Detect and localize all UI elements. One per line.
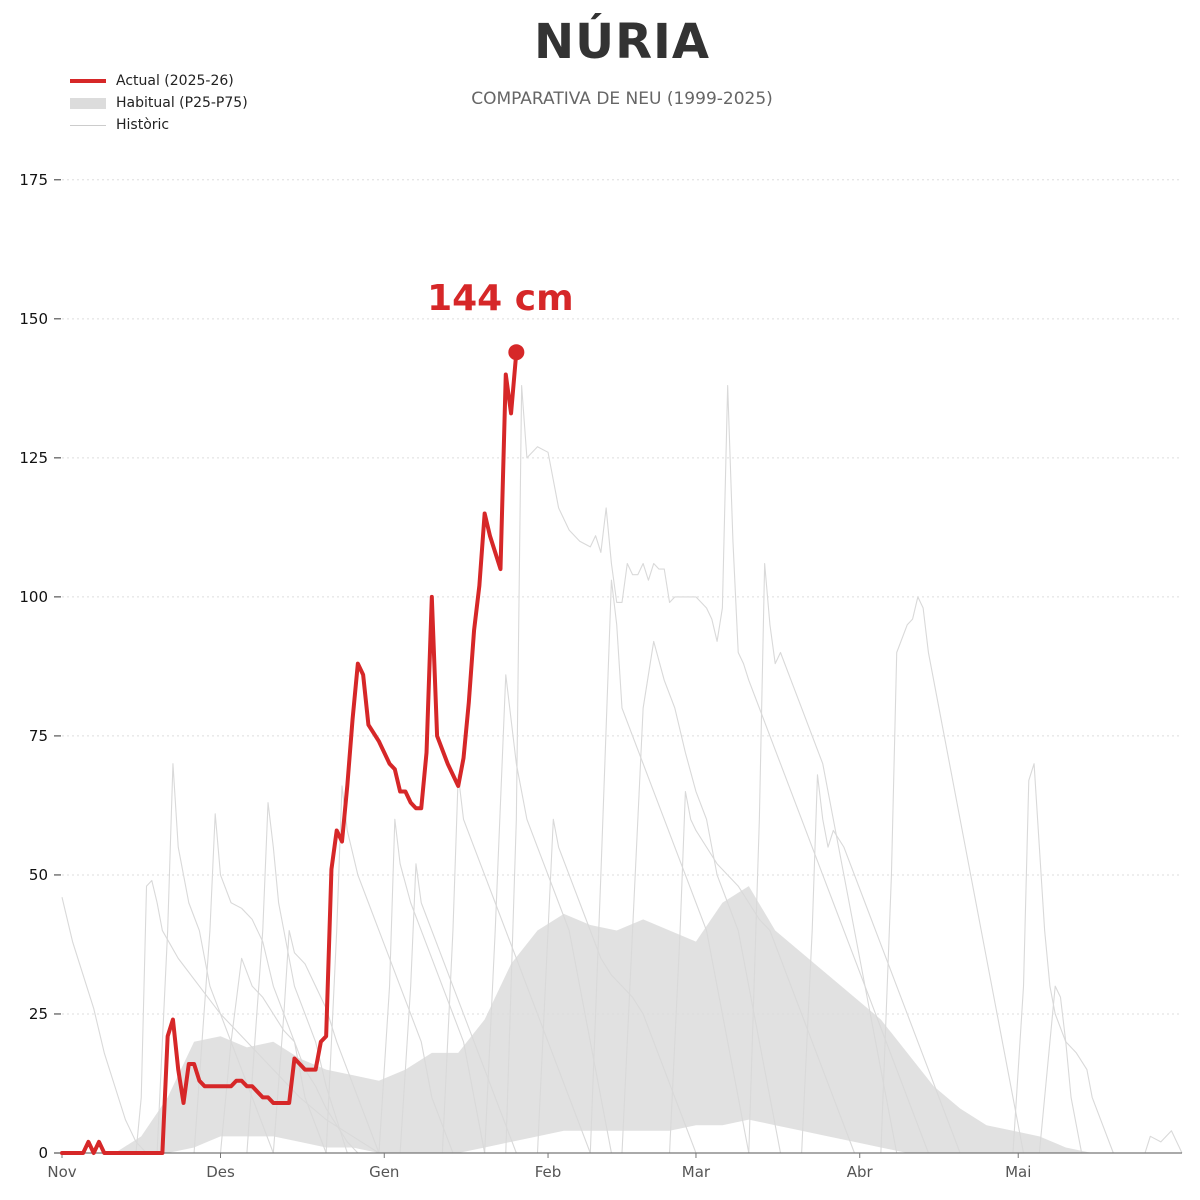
legend-item-actual: Actual (2025-26) <box>70 70 248 92</box>
y-tick-label: 50 <box>29 866 48 884</box>
x-tick-label: Abr <box>847 1163 874 1181</box>
historic-line <box>62 763 1182 1154</box>
x-tick-label: Des <box>206 1163 235 1181</box>
x-tick-label: Mar <box>682 1163 711 1181</box>
x-tick-label: Nov <box>47 1163 76 1181</box>
peak-marker <box>508 344 525 361</box>
historic-line <box>62 863 1182 1154</box>
axes: 0 25 50 75 100 125 150 175 Nov Des Gen Feb Mar Abr Mai <box>19 171 1182 1181</box>
y-tick-label: 175 <box>19 171 48 189</box>
historic-line <box>61 897 1182 1154</box>
chart-subtitle: COMPARATIVA DE NEU (1999-2025) <box>471 89 773 109</box>
legend-label-band: Habitual (P25-P75) <box>116 95 248 111</box>
x-tick-label: Mai <box>1005 1163 1031 1181</box>
legend-swatch-band <box>70 97 106 109</box>
historic-line <box>62 596 1182 1154</box>
actual-series <box>60 350 519 1155</box>
gridlines <box>62 179 1182 1015</box>
historic-line <box>62 562 1182 1154</box>
y-tick-label: 150 <box>19 310 48 328</box>
y-tick-label: 75 <box>29 727 48 745</box>
historic-line <box>62 930 1182 1154</box>
historic-line <box>62 879 1182 1154</box>
historic-line <box>62 785 1182 1154</box>
legend: Actual (2025-26) Habitual (P25-P75) Hist… <box>70 70 248 136</box>
historic-line <box>62 385 1182 1154</box>
historic-line <box>62 674 1182 1154</box>
habitual-band <box>62 886 1182 1153</box>
y-tick-label: 0 <box>38 1144 48 1162</box>
legend-label-actual: Actual (2025-26) <box>116 73 234 89</box>
historic-line <box>62 957 1182 1154</box>
legend-item-band: Habitual (P25-P75) <box>70 92 248 114</box>
historic-line <box>62 763 1182 1154</box>
historic-line <box>62 985 1182 1154</box>
historic-lines <box>61 385 1183 1154</box>
historic-line <box>62 802 1182 1154</box>
y-tick-label: 25 <box>29 1005 48 1023</box>
historic-line <box>62 774 1182 1154</box>
y-tick-label: 100 <box>19 588 48 606</box>
historic-line <box>62 818 1182 1154</box>
legend-swatch-actual <box>70 79 106 83</box>
historic-line <box>62 790 1182 1154</box>
x-tick-label: Gen <box>369 1163 399 1181</box>
chart-title: NÚRIA <box>533 14 711 70</box>
actual-line <box>60 350 519 1155</box>
historic-line <box>62 818 1182 1154</box>
historic-line <box>62 813 1182 1154</box>
legend-swatch-historic <box>70 124 106 126</box>
historic-line <box>62 774 1182 1154</box>
band-p25-p75 <box>62 886 1182 1153</box>
historic-line <box>62 640 1182 1154</box>
legend-item-historic: Històric <box>70 114 248 136</box>
peak-label: 144 cm <box>427 278 574 319</box>
legend-label-historic: Històric <box>116 117 170 133</box>
x-tick-label: Feb <box>535 1163 562 1181</box>
y-tick-label: 125 <box>19 449 48 467</box>
historic-line <box>62 579 1182 1154</box>
peak-annotation: 144 cm <box>427 278 574 361</box>
